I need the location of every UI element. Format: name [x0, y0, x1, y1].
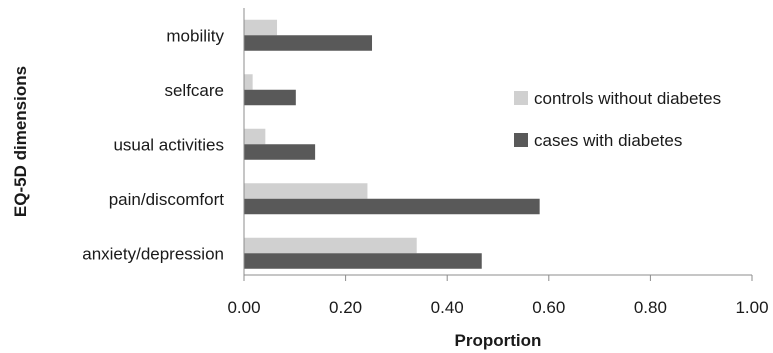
bar-anxiety-depression-series-2: [244, 253, 482, 269]
bar-selfcare-series-1: [244, 74, 253, 90]
x-tick-label: 0.20: [329, 298, 362, 317]
legend-label: cases with diabetes: [534, 131, 682, 150]
category-label: usual activities: [113, 135, 224, 154]
x-tick-label: 0.00: [227, 298, 260, 317]
x-axis-ticks-group: 0.00 0.20 0.40 0.60 0.80 1.00: [227, 275, 769, 317]
x-tick-label: 0.40: [431, 298, 464, 317]
category-label: anxiety/depression: [82, 244, 224, 263]
legend-swatch-series-1: [514, 91, 528, 105]
bars-group: [244, 19, 540, 269]
legend-swatch-series-2: [514, 133, 528, 147]
legend: controls without diabetes cases with diab…: [514, 89, 721, 150]
bar-anxiety-depression-series-1: [244, 237, 417, 254]
bar-pain-discomfort-series-1: [244, 183, 368, 199]
x-axis-title: Proportion: [455, 331, 542, 350]
bar-mobility-series-2: [244, 35, 373, 51]
category-label: selfcare: [164, 81, 224, 100]
legend-label: controls without diabetes: [534, 89, 721, 108]
category-label: pain/discomfort: [109, 190, 225, 209]
category-labels-group: mobility selfcare usual activities pain/dis…: [82, 26, 224, 263]
bar-mobility-series-1: [244, 19, 278, 36]
bar-usual-activities-series-2: [244, 144, 316, 160]
bar-pain-discomfort-series-2: [244, 198, 540, 215]
x-tick-label: 1.00: [735, 298, 768, 317]
x-tick-label: 0.80: [634, 298, 667, 317]
bar-usual-activities-series-1: [244, 128, 266, 145]
bar-selfcare-series-2: [244, 89, 296, 106]
x-tick-label: 0.60: [532, 298, 565, 317]
y-axis-title: EQ-5D dimensions: [11, 66, 30, 217]
category-label: mobility: [166, 26, 224, 45]
